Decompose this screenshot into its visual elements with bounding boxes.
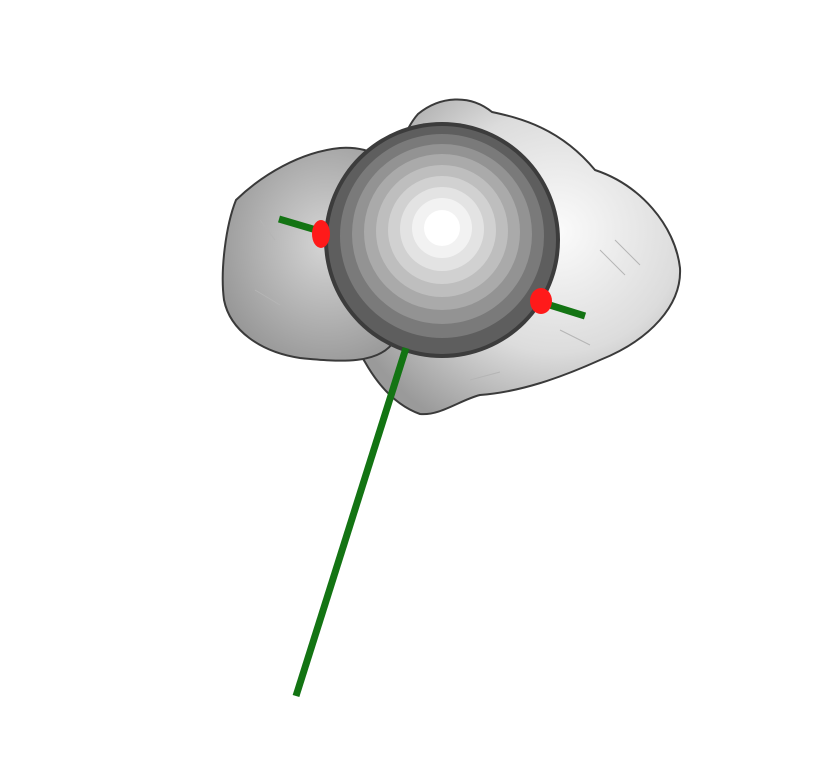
contact-markers (312, 220, 552, 314)
right-red-marker (530, 288, 552, 314)
left-red-marker (312, 220, 330, 248)
long-axis-rod (292, 346, 410, 698)
facet-lines (254, 219, 641, 381)
shaded-sphere (324, 122, 560, 358)
